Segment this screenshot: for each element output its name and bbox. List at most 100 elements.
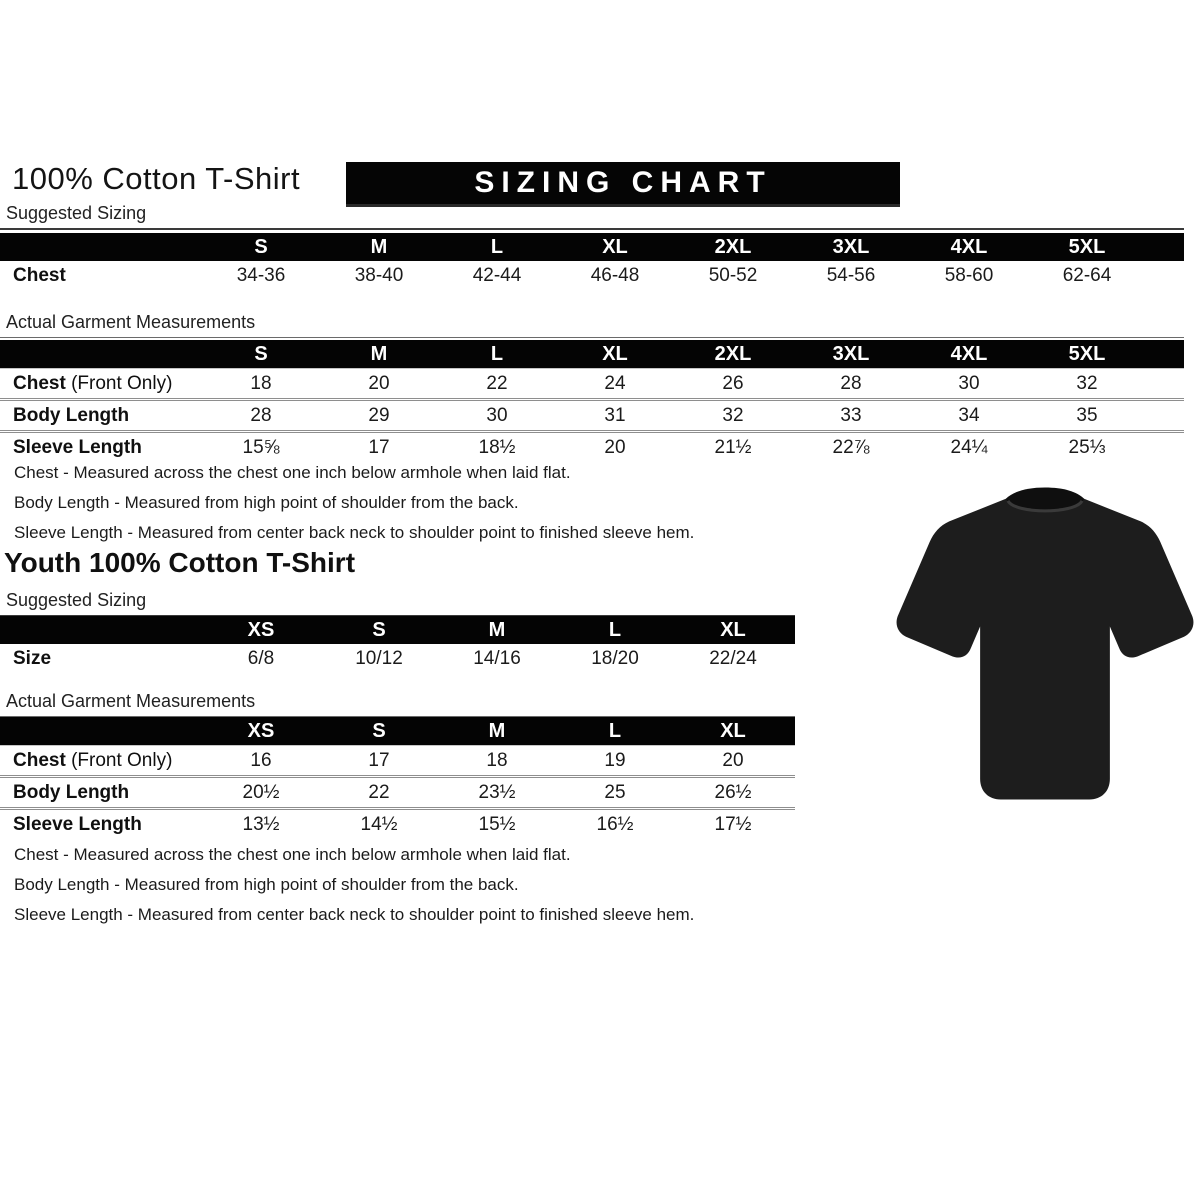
value-cell: 22/24 [709,648,757,669]
size-header: M [488,618,506,641]
size-header-row: S M L XL 2XL 3XL 4XL 5XL [0,233,1184,261]
value-cell: 18 [250,372,272,394]
youth-actual-measurements-label: Actual Garment Measurements [0,691,795,717]
row-label-text: Body Length [13,781,130,803]
value-cell: 20½ [242,781,280,803]
chest-front-only-row: Chest (Front Only) 18 20 22 24 26 28 30 … [0,368,1184,398]
row-label: Body Length [0,405,202,427]
size-header-row: XS S M L XL [0,717,795,745]
size-header: M [370,342,388,365]
youth-measurement-notes: Chest - Measured across the chest one in… [14,840,694,930]
value-cell: 54-56 [826,265,876,286]
note-body-length: Body Length - Measured from high point o… [14,493,519,512]
value-cell: 33 [840,404,862,426]
value-cell: 38-40 [354,265,404,286]
youth-suggested-sizing-label: Suggested Sizing [0,590,795,617]
tshirt-body-shape [896,488,1194,800]
row-label: Chest [0,265,202,287]
value-cell: 17 [368,749,390,771]
note-chest: Chest - Measured across the chest one in… [14,463,571,482]
value-cell: 29 [368,404,390,426]
value-cell: 30 [486,404,508,426]
value-cell: 28 [840,372,862,394]
value-cell: 22 [486,372,508,394]
size-header: XL [720,719,746,742]
youth-section-title: Youth 100% Cotton T-Shirt [4,547,356,578]
row-label: Chest (Front Only) [0,750,202,772]
value-cell: 26½ [714,781,752,803]
adult-suggested-sizing-label: Suggested Sizing [0,203,1184,230]
value-cell: 14/16 [473,648,521,669]
value-cell: 25 [604,781,626,803]
size-header: 3XL [832,235,870,258]
youth-measurements-table: XS S M L XL Chest (Front Only) 16 17 18 … [0,717,795,839]
size-header: L [608,719,622,742]
chest-range-row: Chest 34-36 38-40 42-44 46-48 50-52 54-5… [0,261,1184,291]
value-cell: 26 [722,372,744,394]
value-cell: 20 [722,749,744,771]
value-cell: 35 [1076,404,1098,426]
value-cell: 23½ [478,781,516,803]
size-header: 4XL [950,235,988,258]
row-label: Size [0,648,202,670]
value-cell: 10/12 [355,648,403,669]
value-cell: 22 [368,781,390,803]
note-sleeve-length: Sleeve Length - Measured from center bac… [14,523,695,542]
page-title: 100% Cotton T-Shirt [12,161,301,196]
value-cell: 34-36 [236,265,286,286]
value-cell: 30 [958,372,980,394]
sizing-chart-banner: SIZING CHART [346,162,900,207]
size-header: XL [720,618,746,641]
value-cell: 34 [958,404,980,426]
value-cell: 32 [1076,372,1098,394]
value-cell: 16 [250,749,272,771]
value-cell: 62-64 [1062,265,1112,286]
value-cell: 21½ [714,436,752,458]
value-cell: 14½ [360,813,398,835]
value-cell: 31 [604,404,626,426]
row-label-text: Chest [13,372,66,394]
value-cell: 24 [604,372,626,394]
value-cell: 15⅝ [242,436,280,458]
youth-size-row: Size 6/8 10/12 14/16 18/20 22/24 [0,644,795,674]
value-cell: 58-60 [944,265,994,286]
value-cell: 18 [486,749,508,771]
adult-measurements-table: S M L XL 2XL 3XL 4XL 5XL Chest (Front On… [0,340,1184,462]
value-cell: 28 [250,404,272,426]
sleeve-length-row: Sleeve Length 13½ 14½ 15½ 16½ 17½ [0,807,795,839]
row-label-text: Sleeve Length [13,813,142,835]
size-header: M [488,719,506,742]
row-label-text: Chest [13,265,66,286]
row-label-text: Sleeve Length [13,436,142,458]
value-cell: 25⅓ [1068,436,1106,458]
note-chest: Chest - Measured across the chest one in… [14,845,571,864]
value-cell: 22⅞ [832,436,870,458]
row-label-suffix: (Front Only) [65,749,173,771]
size-header-row: S M L XL 2XL 3XL 4XL 5XL [0,340,1184,368]
tshirt-collar-shape [1005,487,1085,511]
value-cell: 42-44 [472,265,522,286]
sizing-chart-banner-label: SIZING CHART [474,166,772,199]
size-header: S [372,618,386,641]
size-header: 2XL [714,342,752,365]
note-body-length: Body Length - Measured from high point o… [14,875,519,894]
size-header: L [490,235,504,258]
row-label: Sleeve Length [0,814,202,836]
value-cell: 17 [368,436,390,458]
body-length-row: Body Length 28 29 30 31 32 33 34 35 [0,398,1184,430]
value-cell: 16½ [596,813,634,835]
value-cell: 15½ [478,813,516,835]
value-cell: 20 [604,436,626,458]
row-label-text: Chest [13,749,66,771]
row-label: Sleeve Length [0,437,202,459]
value-cell: 46-48 [590,265,640,286]
size-header: S [254,342,268,365]
value-cell: 50-52 [708,265,758,286]
size-header: M [370,235,388,258]
size-header: 5XL [1068,342,1106,365]
adult-suggested-sizing-table: S M L XL 2XL 3XL 4XL 5XL Chest 34-36 38-… [0,233,1184,291]
size-header: XL [602,235,628,258]
sleeve-length-row: Sleeve Length 15⅝ 17 18½ 20 21½ 22⅞ 24¼ … [0,430,1184,462]
value-cell: 17½ [714,813,752,835]
